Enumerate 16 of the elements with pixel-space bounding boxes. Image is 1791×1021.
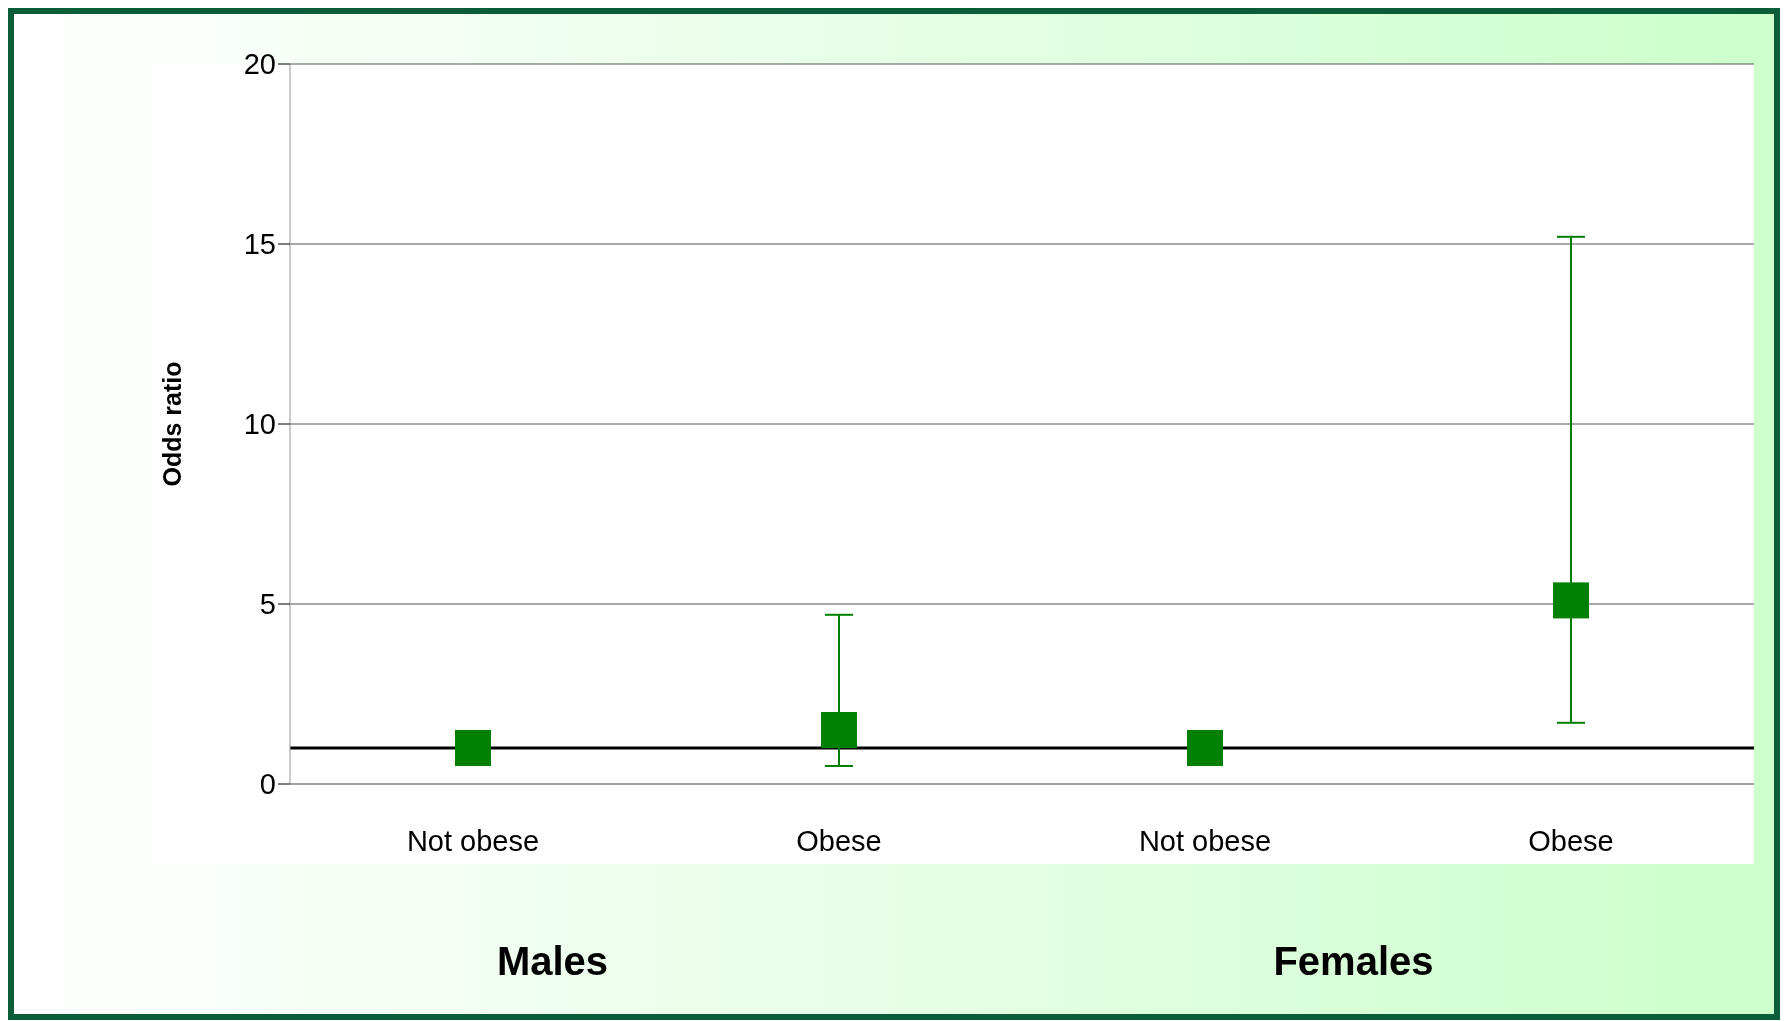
x-tick-label: Not obese — [1138, 824, 1272, 857]
x-tick-label: Obese — [796, 824, 882, 857]
text: Males — [495, 939, 610, 984]
text: Females — [1272, 939, 1435, 984]
x-tick-label: Obese — [1528, 824, 1614, 857]
point — [1187, 730, 1223, 766]
y-tick-label: 5 — [259, 588, 276, 621]
point — [455, 730, 491, 766]
point — [1553, 582, 1589, 619]
y-tick-label: 15 — [243, 228, 276, 261]
x-tick-label: Not obese — [406, 824, 540, 857]
y-tick-label: 0 — [259, 768, 276, 801]
y-axis-title: Odds ratio — [157, 361, 186, 487]
y-tick-label: 10 — [243, 408, 276, 441]
y-tick-label: 20 — [243, 48, 276, 81]
point — [821, 712, 857, 748]
